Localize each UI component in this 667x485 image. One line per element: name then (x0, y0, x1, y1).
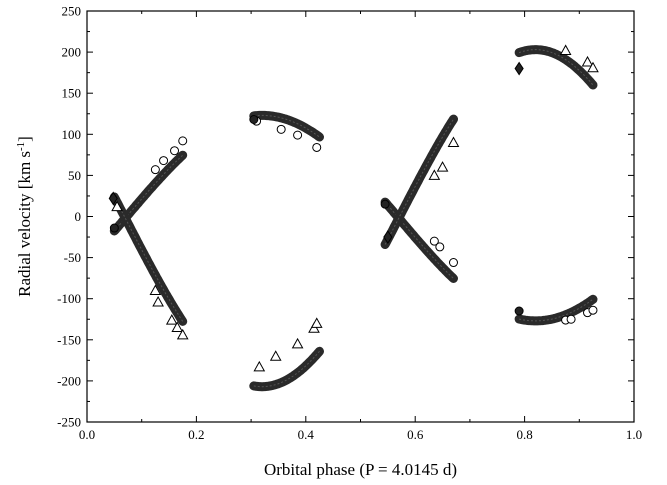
x-tick-label: 1.0 (626, 427, 642, 442)
open-triangle-point (253, 360, 266, 372)
open-triangle-point (149, 284, 162, 295)
open-triangle-point (269, 350, 282, 361)
open-triangle-point (291, 337, 304, 349)
open-circle-point (170, 146, 180, 156)
model-curve-hatch (518, 49, 594, 86)
open-circle-point (435, 242, 445, 252)
filled-circle-point (380, 199, 390, 209)
open-triangle-point (171, 321, 184, 332)
y-axis-title-close: ] (15, 136, 34, 142)
filled-circle-point (109, 223, 119, 233)
y-axis-title-superscript: -1 (15, 142, 27, 151)
open-triangle-point (176, 328, 189, 340)
open-triangle-point (152, 295, 164, 307)
x-tick-label: 0.4 (298, 427, 315, 442)
open-triangle-point (587, 61, 599, 73)
open-circle-point (150, 165, 160, 175)
filled-diamond-point (383, 230, 393, 244)
y-tick-label: 250 (62, 4, 82, 19)
open-triangle-point (559, 44, 572, 55)
y-tick-label: -50 (64, 250, 81, 265)
open-triangle-point (581, 55, 594, 67)
x-tick-label: 0.8 (516, 427, 532, 442)
y-tick-label: 0 (75, 209, 82, 224)
model-curve-band (380, 197, 458, 283)
x-tick-label: 0.6 (407, 427, 424, 442)
open-triangle-point (111, 200, 123, 212)
y-axis-title: Radial velocity [km s-1] (15, 136, 34, 297)
axis-ticks: 0.0 0.2 0.4 0.6 0.8 1.0 -250 -200 -150 -100 -50 0 50… (57, 4, 642, 443)
open-circle-point (566, 314, 576, 324)
open-circle-point (159, 156, 169, 166)
open-circle-point (276, 124, 286, 134)
open-circle-point (293, 130, 303, 140)
open-triangle-point (436, 161, 449, 172)
model-curve-hatch (113, 196, 184, 322)
y-tick-label: 200 (62, 45, 82, 60)
filled-circle-point (514, 306, 524, 316)
open-circle-point (178, 136, 188, 146)
open-circle-point (312, 142, 322, 152)
model-curve-band (514, 45, 598, 90)
model-curves (109, 45, 598, 392)
data-points (108, 44, 599, 372)
open-circle-point (448, 258, 458, 268)
model-curve-hatch (384, 118, 454, 245)
open-triangle-point (428, 169, 441, 180)
model-curve-band (249, 110, 324, 142)
y-tick-label: -100 (57, 291, 81, 306)
x-axis-title: Orbital phase (P = 4.0145 d) (264, 460, 457, 479)
x-tick-label: 0.0 (79, 427, 95, 442)
filled-diamond-point (514, 61, 524, 76)
open-triangle-point (447, 136, 460, 148)
y-tick-label: 50 (68, 168, 81, 183)
y-tick-label: 150 (62, 86, 82, 101)
model-curve-hatch (253, 114, 320, 138)
filled-circle-point (249, 115, 259, 125)
open-circle-point (588, 305, 598, 315)
y-tick-label: 100 (62, 127, 82, 142)
open-triangle-point (165, 314, 178, 325)
open-triangle-point (310, 317, 323, 328)
model-curve-hatch (253, 350, 320, 388)
y-tick-label: -200 (57, 373, 81, 388)
filled-diamond-point (108, 191, 118, 206)
open-circle-point (429, 236, 439, 246)
y-tick-label: -250 (57, 415, 81, 430)
y-tick-label: -150 (57, 332, 81, 347)
y-axis-title-main: Radial velocity [km s (15, 151, 34, 297)
model-curve-hatch (519, 298, 594, 322)
plot-frame (86, 10, 635, 423)
x-tick-label: 0.2 (188, 427, 204, 442)
